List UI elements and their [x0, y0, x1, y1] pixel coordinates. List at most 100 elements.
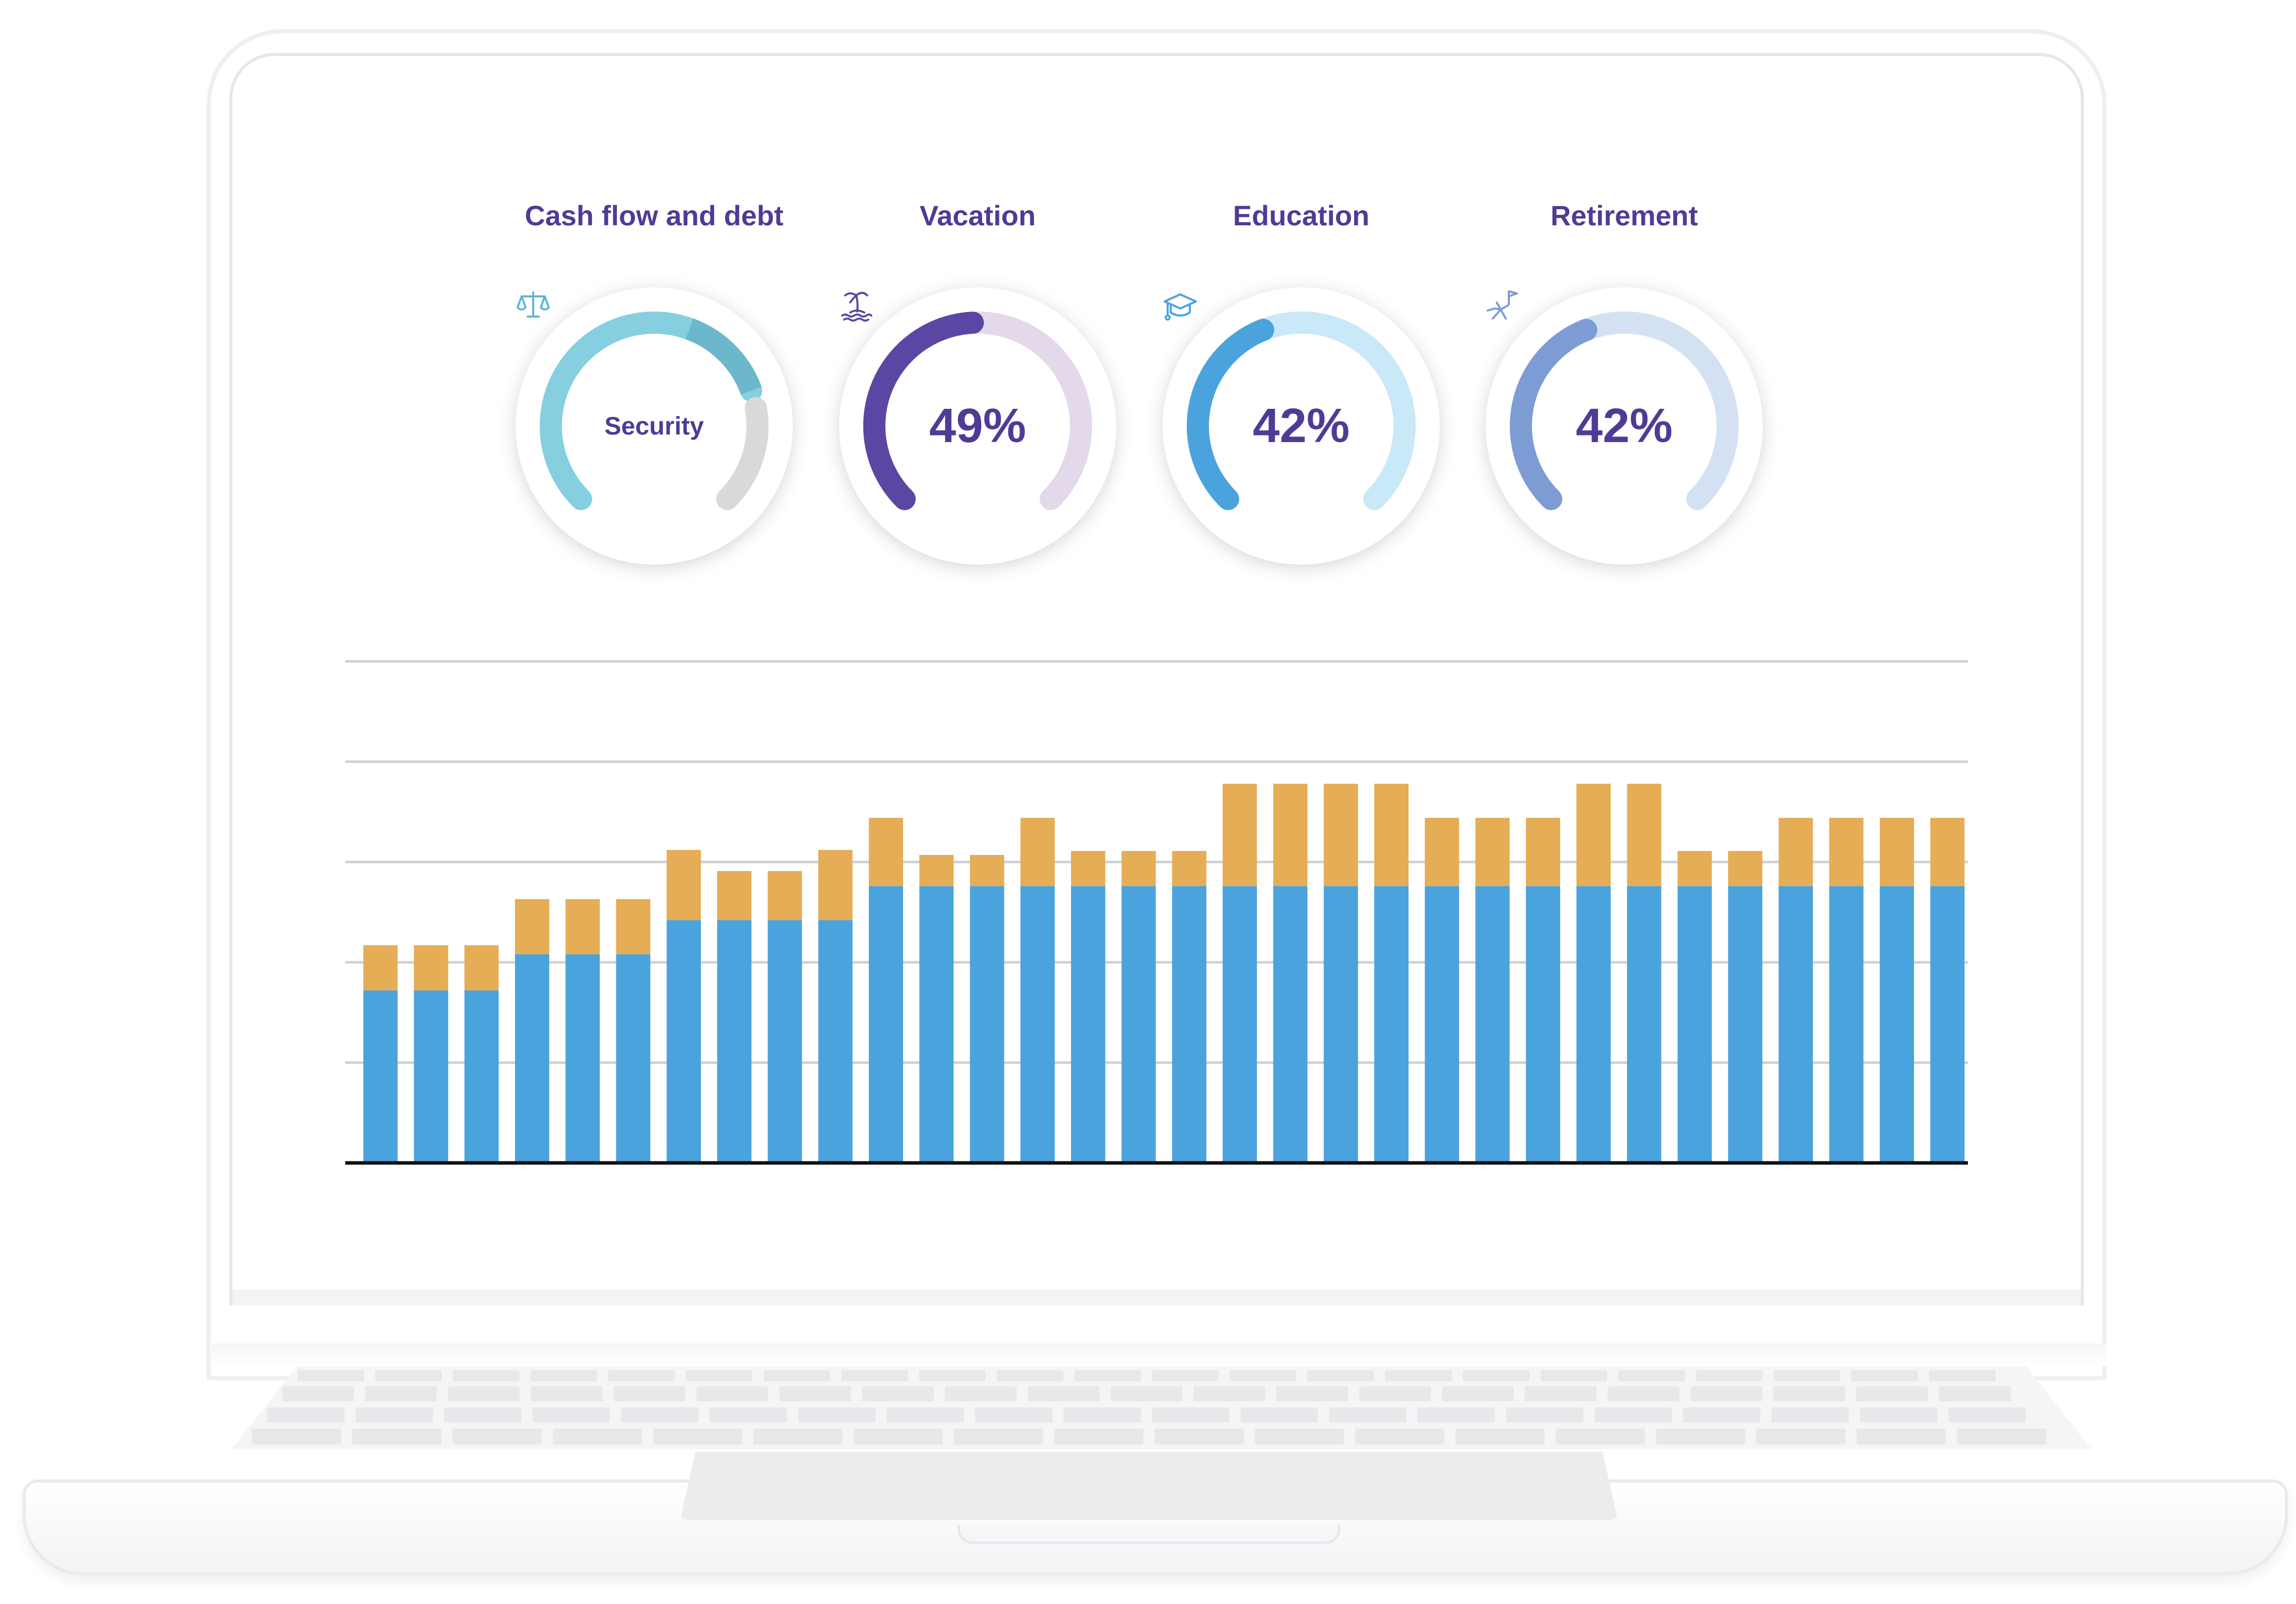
bar-segment-top	[1425, 818, 1459, 886]
bar-segment-base	[616, 954, 651, 1163]
gauge-card[interactable]: 42%	[1486, 287, 1763, 565]
bar-segment-top	[616, 899, 651, 955]
bar-segment-base	[1728, 886, 1763, 1163]
keyboard-key	[444, 1407, 522, 1423]
keyboard-key	[1773, 1386, 1845, 1401]
bar-segment-top	[717, 871, 752, 920]
keyboard-key	[1656, 1429, 1745, 1445]
bar-segment-base	[1172, 886, 1206, 1163]
laptop-notch	[958, 1525, 1341, 1544]
bar-segment-top	[414, 945, 449, 991]
bar-segment-top	[818, 850, 853, 920]
ring-fill	[1509, 319, 1598, 510]
keyboard-key	[453, 1370, 520, 1381]
keyboard-key	[1074, 1370, 1141, 1381]
bar-segment-top	[464, 945, 499, 991]
ring-track	[716, 397, 769, 510]
bar-segment-top	[1223, 783, 1257, 886]
gauge-center-label: 42%	[1252, 399, 1350, 453]
keyboard-key	[1957, 1429, 2046, 1445]
keyboard-key	[1948, 1407, 2026, 1423]
bar-segment-top	[768, 871, 802, 920]
keyboard-key	[621, 1407, 698, 1423]
bar-segment-base	[869, 886, 903, 1163]
bar-segment-top	[565, 899, 600, 955]
keyboard-key	[1690, 1386, 1762, 1401]
gauge-card[interactable]: 42%	[1163, 287, 1440, 565]
keyboard-key	[685, 1370, 753, 1381]
keyboard-key	[1540, 1370, 1608, 1381]
keyboard-key	[841, 1370, 908, 1381]
bar-segment-base	[565, 954, 600, 1163]
keyboard-key	[1929, 1370, 1996, 1381]
bar-segment-base	[1323, 886, 1358, 1163]
gauge-center-label: Security	[604, 412, 704, 440]
keyboard-key	[1939, 1386, 2011, 1401]
keyboard-key	[996, 1370, 1063, 1381]
keyboard-key	[1276, 1386, 1348, 1401]
keyboard-key	[1556, 1429, 1645, 1445]
keyboard-key	[779, 1386, 851, 1401]
keyboard-key	[1683, 1407, 1761, 1423]
keyboard-key	[1255, 1429, 1344, 1445]
bar-segment-top	[1121, 851, 1156, 886]
keyboard-key	[453, 1429, 542, 1445]
keyboard-key	[763, 1370, 831, 1381]
keyboard-key	[1359, 1386, 1431, 1401]
bar-segment-top	[1728, 851, 1763, 886]
keyboard-key	[1193, 1386, 1265, 1401]
bar-segment-base	[717, 920, 752, 1163]
keyboard-key	[653, 1429, 742, 1445]
keyboard-key	[532, 1407, 610, 1423]
keyboard-key	[1771, 1407, 1849, 1423]
keyboard-key	[1455, 1429, 1545, 1445]
bar-segment-top	[1172, 851, 1206, 886]
keyboard-key	[355, 1407, 433, 1423]
bar-segment-base	[768, 920, 802, 1163]
bar-segment-base	[1475, 886, 1510, 1163]
trackpad	[680, 1452, 1618, 1520]
progress-ring	[540, 312, 769, 510]
keyboard-key	[1756, 1429, 1845, 1445]
ring-fill	[1186, 319, 1274, 510]
keyboard-key	[352, 1429, 441, 1445]
keyboard-key	[365, 1386, 437, 1401]
bar-segment-base	[1627, 886, 1662, 1163]
bar-segment-base	[363, 990, 398, 1163]
gauge-card[interactable]: 49%	[839, 287, 1116, 565]
palm-island-icon	[841, 292, 872, 322]
keyboard-key	[1618, 1370, 1685, 1381]
keyboard-key	[1329, 1407, 1407, 1423]
keyboard-key	[1857, 1429, 1946, 1445]
keyboard-key	[798, 1407, 876, 1423]
ring-track	[962, 311, 1093, 510]
keyboard-key	[1696, 1370, 1763, 1381]
keyboard-key	[945, 1386, 1017, 1401]
bar-segment-top	[1020, 818, 1055, 886]
goal-title: Cash flow and debt	[525, 200, 784, 231]
gauge-card[interactable]: Security	[516, 287, 793, 565]
progress-ring	[1509, 312, 1739, 510]
keyboard-key	[1595, 1407, 1672, 1423]
bar-segment-base	[1273, 886, 1308, 1163]
ring-accent	[685, 318, 762, 395]
bar-segment-top	[970, 855, 1004, 886]
keyboard-key	[1417, 1407, 1495, 1423]
bar-segment-base	[1930, 886, 1965, 1163]
keyboard-key	[1152, 1370, 1219, 1381]
bar-segment-top	[1323, 783, 1358, 886]
ring-fill	[863, 312, 984, 510]
keyboard-key	[252, 1429, 341, 1445]
bar-segment-base	[1020, 886, 1055, 1163]
keyboard-key	[297, 1370, 364, 1381]
bar-segment-top	[363, 945, 398, 991]
keyboard-key	[1524, 1386, 1597, 1401]
bar-segment-base	[919, 886, 954, 1163]
keyboard-key	[954, 1429, 1043, 1445]
bar-segment-base	[414, 990, 449, 1163]
keyboard-key	[553, 1429, 642, 1445]
keyboard-key	[753, 1429, 843, 1445]
bar-segment-top	[1829, 818, 1864, 886]
bar-segment-top	[1273, 783, 1308, 886]
